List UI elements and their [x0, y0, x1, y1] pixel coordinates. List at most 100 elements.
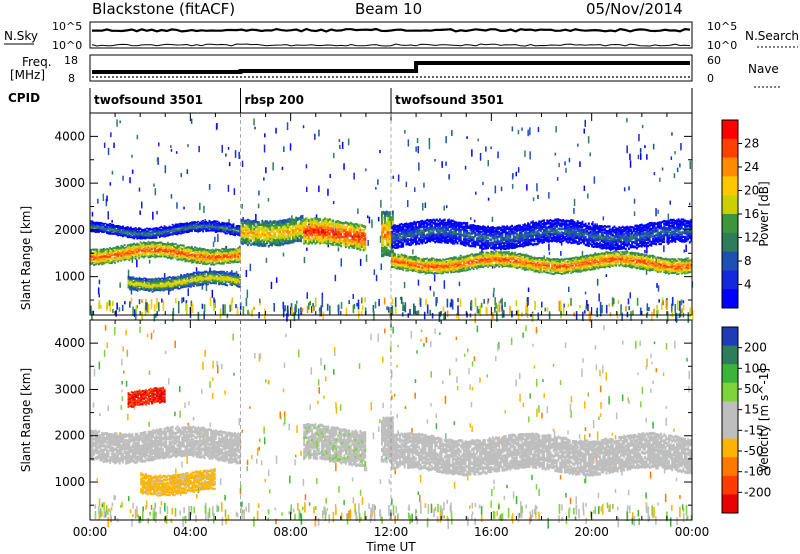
ground-echo — [648, 307, 650, 312]
band-cell — [136, 243, 139, 246]
band-cell — [130, 228, 132, 231]
band-cell — [197, 226, 200, 228]
band-cell — [136, 238, 139, 240]
band-cell — [154, 249, 156, 252]
band-cell — [211, 259, 214, 262]
scatter-echo — [558, 162, 560, 168]
band-cell — [118, 256, 121, 259]
ground-echo — [326, 303, 329, 311]
scatter-echo — [286, 313, 288, 322]
band-cell — [101, 252, 104, 255]
scatter-echo — [257, 203, 260, 209]
band-cell — [155, 252, 158, 255]
band-cell — [144, 245, 147, 248]
scatter-echo — [443, 205, 445, 211]
band-cell — [208, 254, 211, 257]
band-cell — [234, 259, 236, 262]
band-cell — [179, 256, 182, 258]
band-cell — [178, 223, 180, 225]
band-cell — [163, 235, 166, 238]
band-cell — [150, 245, 153, 248]
band-cell — [106, 261, 108, 264]
band-cell — [120, 258, 123, 261]
band-cell — [221, 259, 224, 261]
band-cell — [208, 252, 211, 255]
band-cell — [162, 233, 164, 236]
cpid-mode-label: rbsp 200 — [245, 93, 304, 107]
band-cell — [205, 225, 208, 227]
band-cell — [118, 233, 121, 235]
band-cell — [232, 250, 235, 253]
band-cell — [182, 223, 185, 226]
band-cell — [197, 248, 200, 251]
band-cell — [134, 232, 137, 235]
scatter-echo — [176, 202, 178, 209]
band-cell — [194, 261, 196, 263]
band-cell — [138, 251, 140, 254]
band-cell — [98, 263, 100, 266]
band-cell — [171, 233, 174, 236]
scatter-echo — [283, 146, 285, 152]
scatter-echo — [405, 181, 408, 188]
band-cell — [210, 254, 212, 257]
band-cell — [221, 262, 224, 265]
band-cell — [93, 248, 96, 251]
band-cell — [179, 227, 182, 229]
band-cell — [174, 231, 177, 234]
scatter-echo — [339, 144, 341, 149]
band-cell — [181, 248, 184, 250]
band-cell — [391, 214, 394, 218]
band-cell — [171, 223, 174, 226]
scatter-echo — [265, 257, 268, 263]
band-cell — [166, 249, 169, 251]
scatter-echo — [291, 215, 293, 223]
ground-echo — [115, 310, 117, 317]
scatter-echo — [679, 163, 681, 168]
scatter-echo — [359, 258, 362, 266]
band-cell — [106, 230, 108, 232]
band-cell — [187, 246, 190, 249]
band-cell — [226, 284, 229, 287]
band-cell — [200, 226, 203, 229]
band-cell — [96, 256, 99, 258]
scatter-echo — [645, 267, 648, 275]
band-cell — [147, 230, 150, 233]
band-cell — [106, 255, 108, 258]
band-cell — [101, 261, 104, 264]
band-cell — [190, 260, 193, 263]
band-cell — [170, 250, 172, 253]
band-cell — [125, 248, 128, 251]
noise-right-label: N.Search — [745, 29, 799, 43]
band-cell — [198, 247, 201, 250]
band-cell — [238, 260, 241, 263]
band-cell — [235, 259, 238, 262]
band-cell — [110, 253, 113, 255]
band-cell — [117, 253, 120, 256]
band-cell — [190, 253, 193, 256]
band-cell — [120, 230, 123, 232]
band-cell — [301, 214, 304, 218]
band-cell — [213, 259, 216, 262]
scatter-echo — [441, 161, 443, 168]
band-cell — [154, 245, 156, 248]
band-cell — [139, 246, 142, 249]
band-cell — [94, 258, 97, 261]
band-cell — [211, 225, 214, 227]
band-cell — [235, 258, 238, 261]
band-cell — [166, 243, 169, 246]
band-cell — [208, 222, 211, 224]
band-cell — [192, 221, 195, 223]
ground-echo — [409, 309, 411, 316]
band-cell — [221, 247, 224, 250]
band-cell — [290, 219, 293, 222]
band-cell — [130, 248, 132, 251]
band-cell — [182, 251, 185, 254]
band-cell — [131, 243, 134, 246]
band-cell — [128, 257, 131, 260]
ground-echo — [446, 298, 449, 308]
band-cell — [171, 247, 174, 250]
band-cell — [168, 255, 171, 258]
band-cell — [229, 260, 232, 262]
band-cell — [232, 248, 235, 250]
band-cell — [200, 256, 203, 259]
